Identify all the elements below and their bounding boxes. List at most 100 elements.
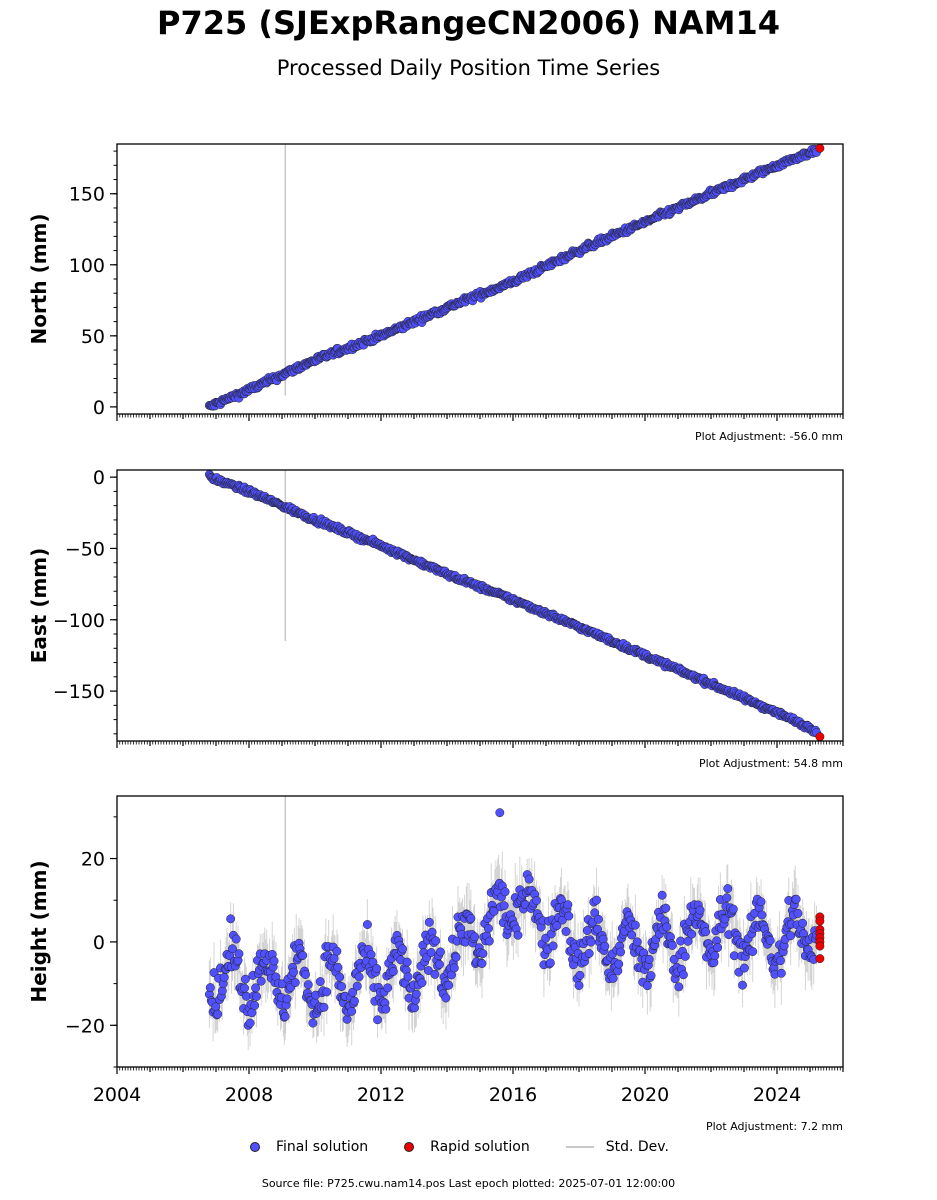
final-solution-point xyxy=(710,951,720,961)
final-solution-point xyxy=(495,808,505,818)
final-solution-point xyxy=(322,987,332,997)
final-solution-point xyxy=(586,937,596,947)
final-solution-point xyxy=(398,944,407,954)
final-solution-point xyxy=(228,944,237,954)
final-solution-point xyxy=(701,927,711,937)
final-solution-point xyxy=(722,893,732,903)
rapid-solution-marker-icon xyxy=(404,1142,415,1152)
final-solution-point xyxy=(680,951,690,961)
final-solution-point xyxy=(301,970,310,979)
final-solution-point xyxy=(417,978,427,988)
rapid-solution-point xyxy=(815,144,825,153)
final-solution-point xyxy=(500,887,510,897)
y-tick-label: 0 xyxy=(93,397,105,419)
y-tick-label: −20 xyxy=(65,1015,105,1037)
final-solution-point xyxy=(435,947,445,957)
y-tick-label: 0 xyxy=(93,467,105,489)
final-solution-point xyxy=(791,894,801,904)
final-solution-point xyxy=(282,994,292,1004)
plot-area xyxy=(204,144,825,411)
final-solution-point xyxy=(303,980,313,990)
final-solution-point xyxy=(600,941,610,951)
final-solution-point xyxy=(381,1004,391,1014)
final-solution-point xyxy=(644,954,654,964)
final-solution-point xyxy=(532,895,541,905)
y-tick-label: −50 xyxy=(65,538,105,560)
final-solution-point xyxy=(205,983,215,993)
final-solution-point xyxy=(410,1003,419,1013)
final-solution-point xyxy=(240,974,250,984)
final-solution-point xyxy=(441,993,451,1003)
final-solution-point xyxy=(411,989,421,999)
rapid-solution-point xyxy=(815,954,825,964)
final-solution-point xyxy=(687,929,697,939)
y-tick-label: 50 xyxy=(81,326,105,348)
x-tick-label: 2020 xyxy=(621,1084,669,1106)
final-solution-point xyxy=(756,897,766,907)
final-solution-point xyxy=(289,967,298,977)
y-tick-label: −150 xyxy=(53,681,105,703)
final-solution-point xyxy=(449,963,459,973)
final-solution-marker-icon xyxy=(250,1142,260,1152)
plot-area xyxy=(204,796,825,1051)
y-tick-label: 150 xyxy=(69,184,105,206)
final-solution-point xyxy=(426,948,436,957)
final-solution-point xyxy=(430,969,440,979)
final-solution-point xyxy=(373,1015,383,1025)
final-solution-point xyxy=(352,981,362,991)
final-solution-point xyxy=(231,934,241,944)
plot-area xyxy=(204,470,825,741)
y-tick-label: 0 xyxy=(93,932,105,954)
final-solution-point xyxy=(563,900,573,910)
legend: Final solution Rapid solution Std. Dev. xyxy=(250,1136,705,1158)
final-solution-point xyxy=(332,946,342,956)
final-solution-point xyxy=(564,911,574,921)
final-solution-point xyxy=(280,1012,290,1021)
y-tick-label: 20 xyxy=(81,849,105,871)
final-solution-point xyxy=(372,964,382,973)
final-solution-point xyxy=(584,948,594,958)
final-solution-point xyxy=(757,910,767,920)
final-solution-point xyxy=(388,967,398,976)
final-solution-point xyxy=(616,947,626,957)
final-solution-point xyxy=(614,959,624,969)
final-solution-point xyxy=(524,874,534,884)
final-solution-point xyxy=(575,970,585,980)
plot-adjustment: Plot Adjustment: 7.2 mm xyxy=(706,1120,843,1133)
plot-adjustment: Plot Adjustment: -56.0 mm xyxy=(695,430,843,443)
final-solution-point xyxy=(423,966,433,975)
final-solution-point xyxy=(793,908,803,918)
final-solution-point xyxy=(347,1006,357,1016)
final-solution-point xyxy=(435,959,444,969)
final-solution-point xyxy=(234,949,244,959)
final-solution-point xyxy=(362,920,372,929)
final-solution-point xyxy=(657,890,667,900)
final-solution-point xyxy=(661,903,671,913)
final-solution-point xyxy=(241,991,251,1001)
final-solution-point xyxy=(776,968,786,978)
final-solution-point xyxy=(337,982,346,991)
final-solution-point xyxy=(748,947,758,957)
final-solution-point xyxy=(627,930,637,940)
final-solution-point xyxy=(383,983,393,993)
final-solution-point xyxy=(593,914,603,924)
final-solution-point xyxy=(723,884,733,894)
x-tick-label: 2012 xyxy=(357,1084,405,1106)
final-solution-point xyxy=(466,914,476,923)
final-solution-point xyxy=(219,972,229,982)
rapid-solution-point xyxy=(815,941,825,951)
final-solution-point xyxy=(319,1002,329,1012)
final-solution-points xyxy=(204,470,821,737)
final-solution-point xyxy=(213,1009,223,1019)
final-solution-point xyxy=(739,963,749,973)
final-solution-point xyxy=(403,972,413,982)
final-solution-point xyxy=(250,1001,260,1010)
final-solution-point xyxy=(252,992,261,1001)
page-subtitle: Processed Daily Position Time Series xyxy=(276,56,661,80)
y-axis-label: Height (mm) xyxy=(27,860,51,1002)
final-solution-point xyxy=(478,949,488,959)
final-solution-point xyxy=(765,936,775,946)
x-tick-label: 2008 xyxy=(225,1084,273,1106)
